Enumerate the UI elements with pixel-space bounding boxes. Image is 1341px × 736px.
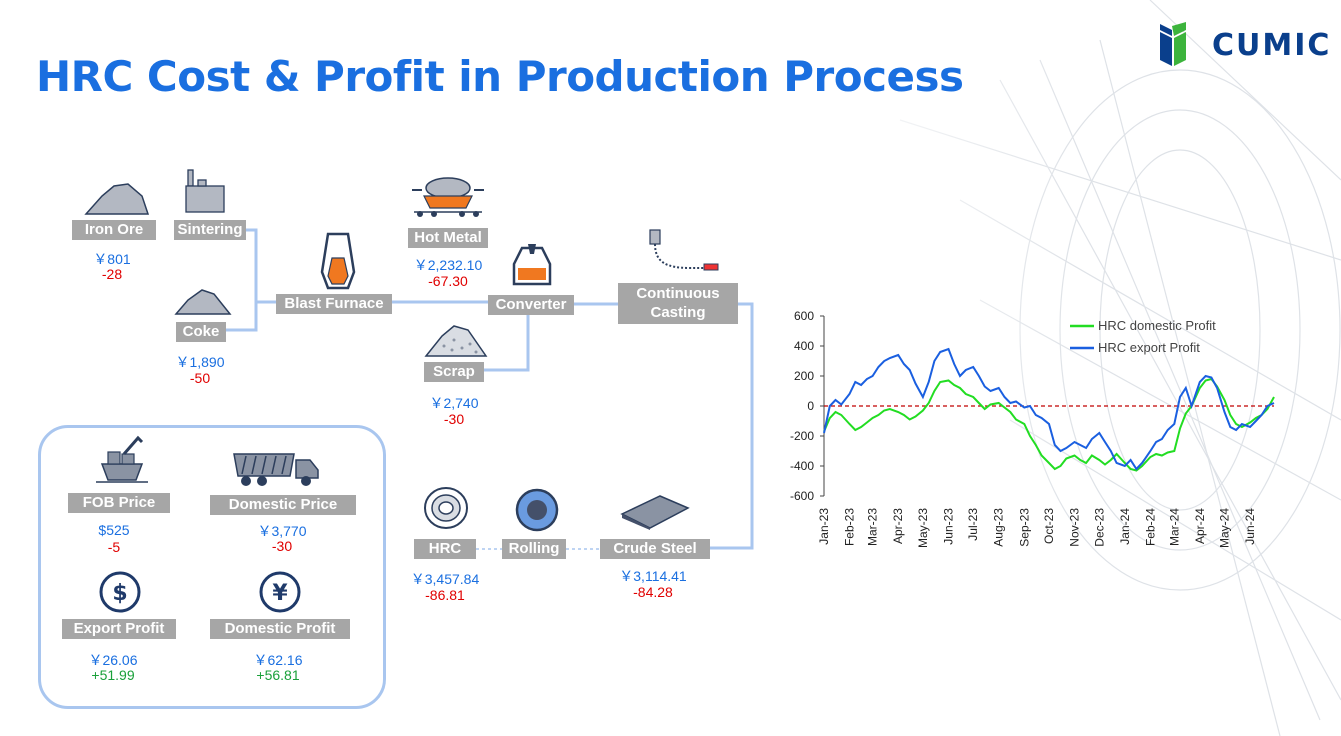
fob-price-value: $525 — [98, 522, 130, 538]
x-tick-label: Mar-24 — [1167, 508, 1181, 546]
svg-text:$: $ — [112, 581, 127, 606]
ship-port-icon — [96, 435, 148, 483]
converter-label: Converter — [488, 295, 574, 315]
coke-icon — [174, 289, 232, 315]
x-tick-label: Feb-24 — [1143, 508, 1157, 546]
crude-steel-label: Crude Steel — [600, 539, 710, 559]
crude-steel-price: ￥3,114.41 — [619, 568, 687, 584]
hrc-change: -86.81 — [425, 587, 465, 603]
x-tick-label: Dec-23 — [1092, 508, 1106, 547]
hot-metal-ladle-icon — [412, 177, 484, 217]
hrc-coil-icon — [424, 487, 468, 529]
fob-price-label: FOB Price — [68, 493, 170, 513]
y-tick-label: -200 — [790, 429, 814, 443]
scrap-icon — [424, 325, 488, 357]
iron-ore-label: Iron Ore — [72, 220, 156, 240]
hot-metal-label: Hot Metal — [408, 228, 488, 248]
scrap-label: Scrap — [424, 362, 484, 382]
logo-text: CUMIC — [1212, 28, 1332, 63]
blast-furnace-icon — [320, 232, 356, 290]
converter-icon — [512, 244, 552, 286]
rolling-label: Rolling — [502, 539, 566, 559]
export-profit-label: Export Profit — [62, 619, 176, 639]
legend-label: HRC export Profit — [1098, 340, 1200, 355]
rolling-icon — [515, 488, 559, 532]
export-profit-change: +51.99 — [91, 667, 135, 683]
y-tick-label: 400 — [794, 339, 814, 353]
crude-steel-change: -84.28 — [633, 584, 673, 600]
y-tick-label: 0 — [807, 399, 814, 413]
x-tick-label: Jun-23 — [941, 508, 955, 545]
iron-ore-price: ￥801 — [93, 251, 131, 267]
hot-metal-price: ￥2,232.10 — [413, 257, 483, 273]
sintering-plant-icon — [185, 169, 225, 213]
x-tick-label: Jul-23 — [966, 508, 980, 541]
x-tick-label: Aug-23 — [992, 508, 1006, 547]
page-title: HRC Cost & Profit in Production Process — [36, 52, 964, 101]
hrc-price: ￥3,457.84 — [410, 571, 480, 587]
domestic-profit-value: ￥62.16 — [253, 652, 303, 668]
truck-icon — [233, 453, 319, 486]
continuous-casting-label: Continuous Casting — [618, 283, 738, 324]
scrap-price: ￥2,740 — [429, 395, 479, 411]
x-tick-label: May-23 — [916, 508, 930, 548]
continuous-casting-label-line2: Casting — [650, 304, 706, 321]
continuous-casting-icon — [649, 229, 719, 271]
x-tick-label: Jan-23 — [817, 508, 831, 545]
x-tick-label: Sep-23 — [1017, 508, 1031, 547]
y-tick-label: 600 — [794, 309, 814, 323]
summary-panel — [38, 425, 386, 709]
domestic-price-label: Domestic Price — [210, 495, 356, 515]
coke-price: ￥1,890 — [175, 354, 225, 370]
fob-price-change: -5 — [107, 539, 121, 555]
domestic-profit-label: Domestic Profit — [210, 619, 350, 639]
scrap-change: -30 — [443, 411, 465, 427]
coke-change: -50 — [189, 370, 211, 386]
svg-text:¥: ¥ — [272, 581, 288, 606]
x-tick-label: Jan-24 — [1118, 508, 1132, 545]
domestic-price-value: ￥3,770 — [257, 523, 307, 539]
crude-steel-slab-icon — [620, 495, 690, 530]
x-tick-label: Oct-23 — [1042, 508, 1056, 544]
x-tick-label: Apr-23 — [891, 508, 905, 544]
hot-metal-change: -67.30 — [428, 273, 468, 289]
blast-furnace-label: Blast Furnace — [276, 294, 392, 314]
iron-ore-change: -28 — [101, 266, 123, 282]
export-profit-value: ￥26.06 — [88, 652, 138, 668]
continuous-casting-label-line1: Continuous — [636, 285, 720, 302]
series-line-domestic — [823, 377, 1275, 472]
x-tick-label: Feb-23 — [843, 508, 857, 546]
coke-label: Coke — [176, 322, 226, 342]
domestic-price-change: -30 — [271, 538, 293, 554]
y-tick-label: -400 — [790, 459, 814, 473]
cumic-leaf-icon — [1160, 22, 1186, 66]
domestic-profit-change: +56.81 — [256, 667, 300, 683]
iron-ore-icon — [84, 183, 150, 215]
x-tick-label: May-24 — [1218, 508, 1232, 548]
hrc-label: HRC — [414, 539, 476, 559]
x-tick-label: Apr-24 — [1193, 508, 1207, 544]
series-line-export — [823, 347, 1275, 471]
sintering-label: Sintering — [174, 220, 246, 240]
x-tick-label: Nov-23 — [1068, 508, 1082, 547]
y-tick-label: -600 — [790, 489, 814, 503]
y-tick-label: 200 — [794, 369, 814, 383]
x-tick-label: Jun-24 — [1243, 508, 1257, 545]
legend-label: HRC domestic Profit — [1098, 318, 1216, 333]
dollar-coin-icon: $ — [99, 571, 141, 613]
yuan-coin-icon: ¥ — [259, 571, 301, 613]
x-tick-label: Mar-23 — [866, 508, 880, 546]
